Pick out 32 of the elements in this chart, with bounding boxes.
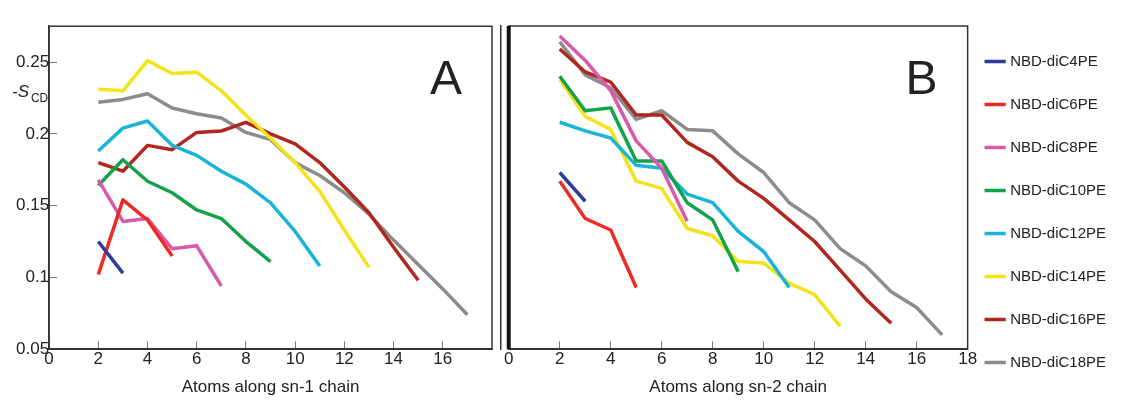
x-tick-label: 8	[707, 349, 718, 369]
x-tick-label: 6	[656, 349, 667, 369]
x-tick-label: 4	[605, 349, 616, 369]
x-tick-label: 12	[805, 349, 825, 369]
y-tick-label: 0.1	[25, 267, 50, 287]
annotation: A	[429, 51, 462, 105]
x-tick-label: 12	[334, 349, 354, 369]
x-axis-title: Atoms along sn-2 chain	[649, 377, 828, 397]
x-tick-label: 2	[93, 349, 104, 369]
legend-label: NBD-diC12PE	[1010, 223, 1107, 241]
x-tick-label: 14	[856, 349, 876, 369]
x-tick-label: 16	[433, 349, 453, 369]
legend-label: NBD-diC8PE	[1010, 137, 1098, 155]
x-tick-label: 10	[285, 349, 305, 369]
x-tick-label: 0	[503, 349, 514, 369]
x-tick-label: 18	[958, 349, 978, 369]
x-axis-title: Atoms along sn-1 chain	[181, 377, 360, 397]
x-tick-label: 14	[384, 349, 404, 369]
legend-label: NBD-diC14PE	[1010, 266, 1107, 284]
x-tick-label: 10	[754, 349, 774, 369]
legend-label: NBD-diC6PE	[1010, 94, 1098, 112]
legend-label: NBD-diC16PE	[1010, 309, 1107, 327]
x-tick-label: 8	[241, 349, 251, 369]
legend-label: NBD-diC4PE	[1010, 51, 1098, 69]
x-tick-label: 4	[142, 349, 153, 369]
annotation: B	[905, 51, 938, 104]
x-tick-label: 6	[191, 349, 202, 369]
x-tick-label: 2	[554, 349, 565, 369]
y-tick-label: 0.2	[25, 123, 50, 143]
legend-label: NBD-diC18PE	[1010, 352, 1107, 370]
legend-label: NBD-diC10PE	[1010, 180, 1107, 198]
x-tick-label: 16	[907, 349, 927, 369]
